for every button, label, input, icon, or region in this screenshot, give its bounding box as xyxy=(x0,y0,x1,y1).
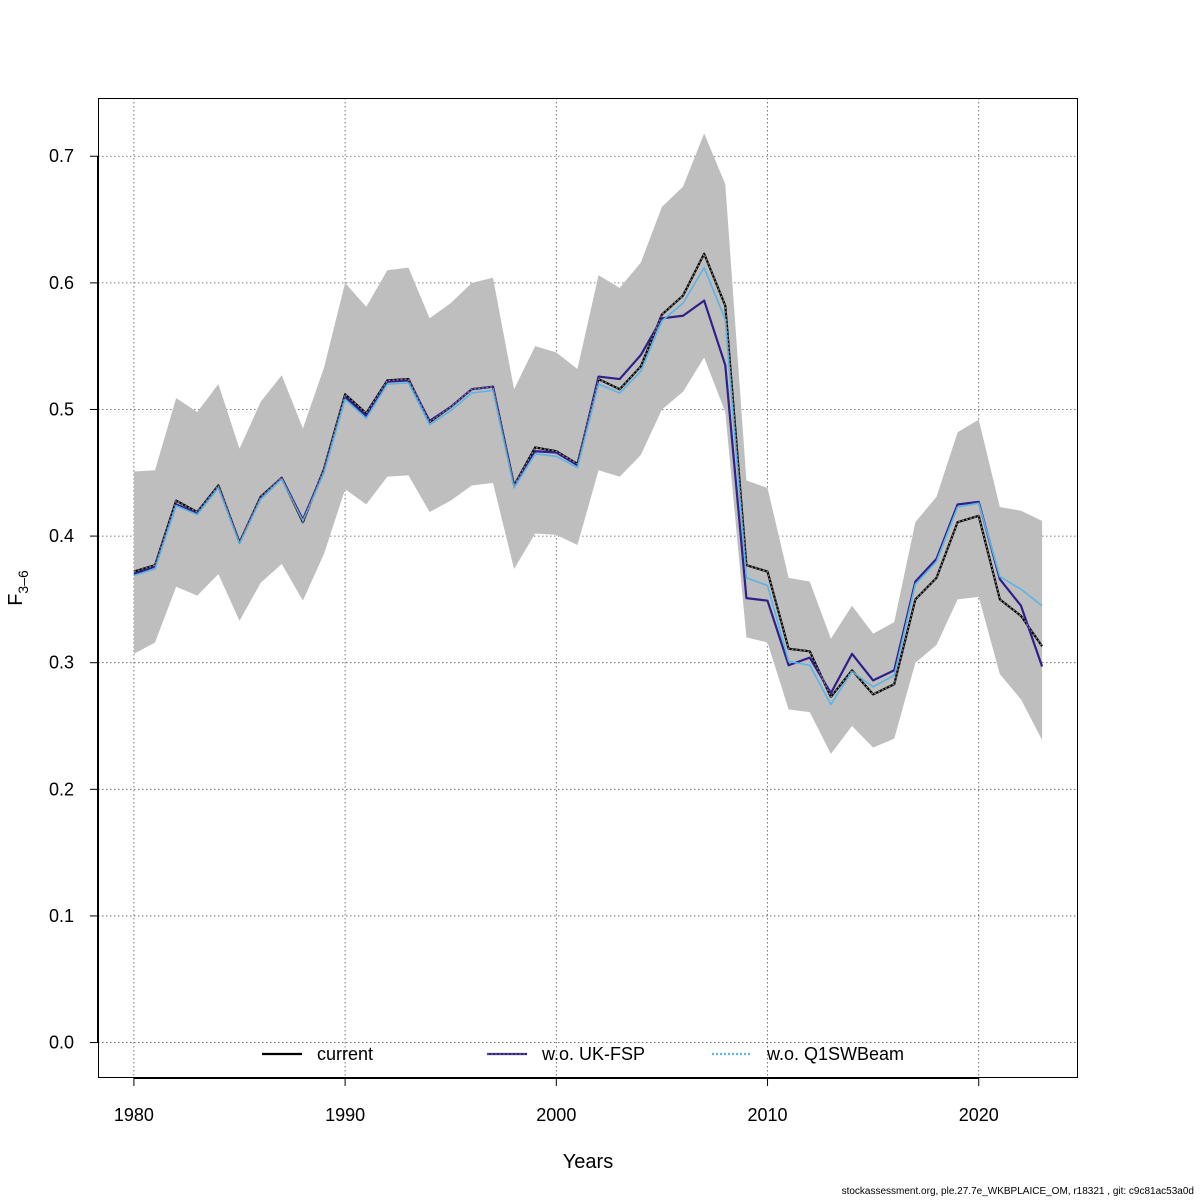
y-tick-label: 0.4 xyxy=(49,526,74,546)
y-tick-label: 0.5 xyxy=(49,399,74,419)
x-tick-label: 1990 xyxy=(325,1105,365,1125)
y-tick-label: 0.1 xyxy=(49,906,74,926)
y-axis: 0.0 0.1 0.2 0.3 0.4 0.5 0.6 0.7 xyxy=(49,146,98,1053)
series-line-current-overlay xyxy=(133,252,1043,699)
y-tick-label: 0.0 xyxy=(49,1033,74,1053)
legend-label: current xyxy=(317,1044,373,1064)
footer-credit: stockassessment.org, ple.27.7e_WKBPLAICE… xyxy=(841,1186,1194,1197)
x-axis: 1980 1990 2000 2010 2020 xyxy=(114,1078,999,1125)
legend-label: w.o. UK-FSP xyxy=(541,1044,645,1064)
x-tick-label: 2020 xyxy=(959,1105,999,1125)
y-tick-label: 0.6 xyxy=(49,273,74,293)
x-tick-label: 2010 xyxy=(748,1105,788,1125)
y-tick-label: 0.7 xyxy=(49,146,74,166)
x-axis-title: Years xyxy=(563,1151,613,1173)
confidence-band xyxy=(133,133,1043,754)
x-tick-label: 2000 xyxy=(536,1105,576,1125)
y-axis-title: F3–6 xyxy=(5,570,31,606)
y-axis-title-sub: 3–6 xyxy=(15,570,31,594)
y-axis-title-main: F xyxy=(5,594,27,606)
y-tick-label: 0.3 xyxy=(49,653,74,673)
legend: current w.o. UK-FSP w.o. Q1SWBeam xyxy=(262,1044,904,1064)
confidence-band-layer xyxy=(133,133,1043,754)
legend-label: w.o. Q1SWBeam xyxy=(766,1044,904,1064)
x-tick-label: 1980 xyxy=(114,1105,154,1125)
plot-frame xyxy=(98,98,1078,1078)
series-layer xyxy=(133,252,1044,706)
y-tick-label: 0.2 xyxy=(49,779,74,799)
